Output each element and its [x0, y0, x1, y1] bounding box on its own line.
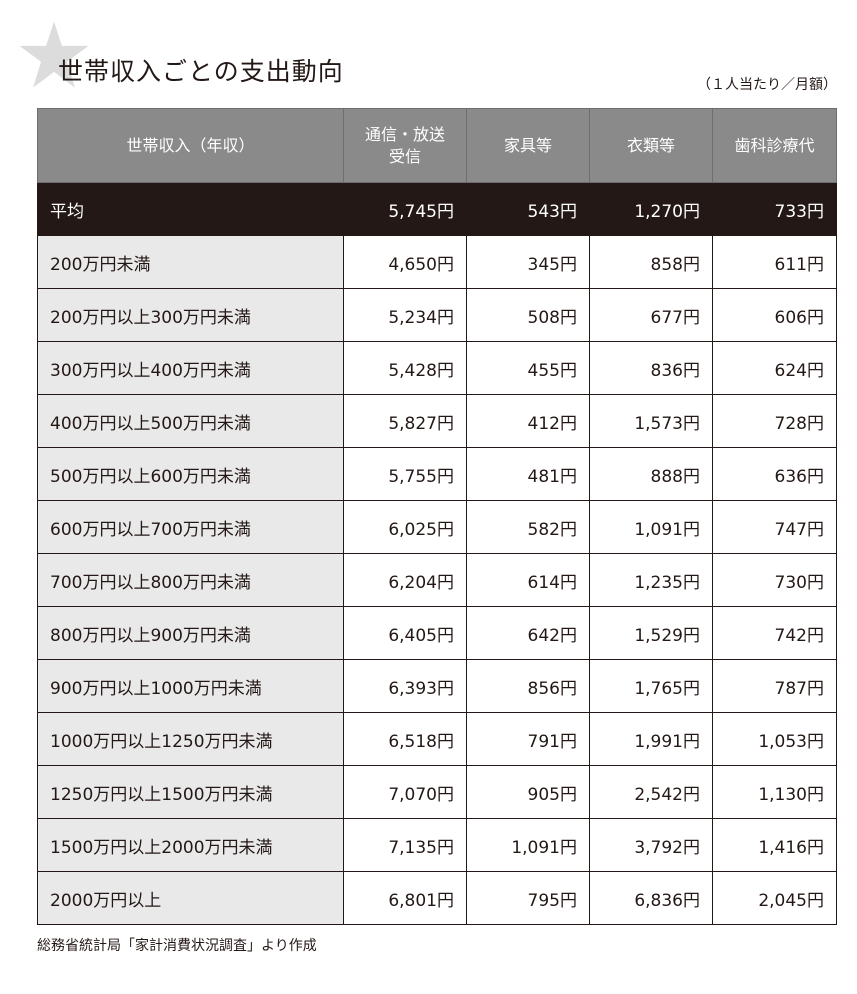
clothing-cell: 677円 [589, 288, 713, 342]
dental-cell: 2,045円 [712, 871, 837, 925]
dental-cell: 1,416円 [712, 818, 837, 872]
furniture-cell: 582円 [466, 500, 590, 554]
table-row: 700万円以上800万円未満 6,204円 614円 1,235円 730円 [37, 553, 837, 607]
clothing-cell: 858円 [589, 235, 713, 289]
table-row: 1000万円以上1250万円未満 6,518円 791円 1,991円 1,053円 [37, 712, 837, 766]
clothing-cell: 6,836円 [589, 871, 713, 925]
dental-cell: 636円 [712, 447, 837, 501]
table-row: 800万円以上900万円未満 6,405円 642円 1,529円 742円 [37, 606, 837, 660]
income-bracket-cell: 平均 [37, 182, 344, 236]
expenditure-table: 世帯収入（年収） 通信・放送 受信 家具等 衣類等 歯科診療代 平均 5,745円… [37, 108, 837, 925]
communication-cell: 5,827円 [343, 394, 467, 448]
table-row: 900万円以上1000万円未満 6,393円 856円 1,765円 787円 [37, 659, 837, 713]
communication-cell: 6,025円 [343, 500, 467, 554]
clothing-cell: 1,573円 [589, 394, 713, 448]
clothing-cell: 1,270円 [589, 182, 713, 236]
communication-cell: 6,405円 [343, 606, 467, 660]
income-bracket-cell: 700万円以上800万円未満 [37, 553, 344, 607]
header-communication-line2: 受信 [388, 146, 421, 166]
dental-cell: 733円 [712, 182, 837, 236]
header-communication-line1: 通信・放送 [364, 124, 445, 144]
communication-cell: 5,234円 [343, 288, 467, 342]
furniture-cell: 543円 [466, 182, 590, 236]
communication-cell: 6,518円 [343, 712, 467, 766]
communication-cell: 5,428円 [343, 341, 467, 395]
table-row: 200万円未満 4,650円 345円 858円 611円 [37, 235, 837, 289]
header-communication: 通信・放送 受信 [343, 108, 467, 183]
dental-cell: 747円 [712, 500, 837, 554]
income-bracket-cell: 1250万円以上1500万円未満 [37, 765, 344, 819]
income-bracket-cell: 800万円以上900万円未満 [37, 606, 344, 660]
furniture-cell: 455円 [466, 341, 590, 395]
table-row: 200万円以上300万円未満 5,234円 508円 677円 606円 [37, 288, 837, 342]
clothing-cell: 836円 [589, 341, 713, 395]
dental-cell: 611円 [712, 235, 837, 289]
furniture-cell: 345円 [466, 235, 590, 289]
dental-cell: 787円 [712, 659, 837, 713]
table-row: 500万円以上600万円未満 5,755円 481円 888円 636円 [37, 447, 837, 501]
income-bracket-cell: 500万円以上600万円未満 [37, 447, 344, 501]
furniture-cell: 508円 [466, 288, 590, 342]
furniture-cell: 791円 [466, 712, 590, 766]
communication-cell: 6,801円 [343, 871, 467, 925]
source-note: 総務省統計局「家計消費状況調査」より作成 [37, 938, 317, 954]
income-bracket-cell: 2000万円以上 [37, 871, 344, 925]
dental-cell: 624円 [712, 341, 837, 395]
income-bracket-cell: 400万円以上500万円未満 [37, 394, 344, 448]
header-clothing: 衣類等 [589, 108, 713, 183]
dental-cell: 1,130円 [712, 765, 837, 819]
furniture-cell: 614円 [466, 553, 590, 607]
dental-cell: 606円 [712, 288, 837, 342]
header-income: 世帯収入（年収） [37, 108, 344, 183]
table-row: 1500万円以上2000万円未満 7,135円 1,091円 3,792円 1,416円 [37, 818, 837, 872]
unit-note: （１人当たり／月額） [697, 77, 837, 93]
furniture-cell: 856円 [466, 659, 590, 713]
dental-cell: 1,053円 [712, 712, 837, 766]
table-row: 2000万円以上 6,801円 795円 6,836円 2,045円 [37, 871, 837, 925]
communication-cell: 7,135円 [343, 818, 467, 872]
income-bracket-cell: 900万円以上1000万円未満 [37, 659, 344, 713]
clothing-cell: 1,991円 [589, 712, 713, 766]
income-bracket-cell: 1000万円以上1250万円未満 [37, 712, 344, 766]
table-row: 1250万円以上1500万円未満 7,070円 905円 2,542円 1,130円 [37, 765, 837, 819]
furniture-cell: 481円 [466, 447, 590, 501]
communication-cell: 6,204円 [343, 553, 467, 607]
furniture-cell: 642円 [466, 606, 590, 660]
communication-cell: 5,755円 [343, 447, 467, 501]
income-bracket-cell: 300万円以上400万円未満 [37, 341, 344, 395]
dental-cell: 730円 [712, 553, 837, 607]
clothing-cell: 2,542円 [589, 765, 713, 819]
income-bracket-cell: 200万円以上300万円未満 [37, 288, 344, 342]
clothing-cell: 888円 [589, 447, 713, 501]
page-title: 世帯収入ごとの支出動向 [58, 57, 344, 86]
communication-cell: 6,393円 [343, 659, 467, 713]
income-bracket-cell: 600万円以上700万円未満 [37, 500, 344, 554]
clothing-cell: 1,529円 [589, 606, 713, 660]
table-row: 600万円以上700万円未満 6,025円 582円 1,091円 747円 [37, 500, 837, 554]
furniture-cell: 1,091円 [466, 818, 590, 872]
furniture-cell: 795円 [466, 871, 590, 925]
star-icon [19, 21, 89, 88]
table-row: 400万円以上500万円未満 5,827円 412円 1,573円 728円 [37, 394, 837, 448]
table-row: 300万円以上400万円未満 5,428円 455円 836円 624円 [37, 341, 837, 395]
dental-cell: 728円 [712, 394, 837, 448]
communication-cell: 4,650円 [343, 235, 467, 289]
header-furniture: 家具等 [466, 108, 590, 183]
clothing-cell: 1,091円 [589, 500, 713, 554]
clothing-cell: 3,792円 [589, 818, 713, 872]
furniture-cell: 905円 [466, 765, 590, 819]
communication-cell: 5,745円 [343, 182, 467, 236]
clothing-cell: 1,765円 [589, 659, 713, 713]
table-header-row: 世帯収入（年収） 通信・放送 受信 家具等 衣類等 歯科診療代 [37, 108, 837, 183]
header-dental: 歯科診療代 [712, 108, 837, 183]
table-row-average: 平均 5,745円 543円 1,270円 733円 [37, 182, 837, 236]
dental-cell: 742円 [712, 606, 837, 660]
clothing-cell: 1,235円 [589, 553, 713, 607]
furniture-cell: 412円 [466, 394, 590, 448]
communication-cell: 7,070円 [343, 765, 467, 819]
income-bracket-cell: 1500万円以上2000万円未満 [37, 818, 344, 872]
income-bracket-cell: 200万円未満 [37, 235, 344, 289]
